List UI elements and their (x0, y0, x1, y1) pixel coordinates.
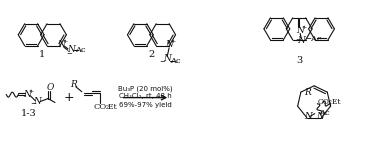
Text: −: − (30, 102, 36, 107)
Text: N: N (165, 40, 173, 49)
Text: N: N (57, 40, 65, 49)
Text: CH₂Cl₂, rt, 48 h: CH₂Cl₂, rt, 48 h (119, 93, 172, 99)
Text: R: R (304, 88, 311, 97)
Text: +: + (62, 39, 68, 44)
Text: 1: 1 (39, 50, 45, 59)
Text: 2: 2 (149, 50, 155, 59)
Text: 1-3: 1-3 (20, 109, 36, 118)
Text: N: N (33, 97, 41, 106)
Text: 3: 3 (296, 56, 302, 65)
Text: −: − (66, 51, 72, 57)
Text: O: O (46, 83, 54, 92)
Text: −: − (159, 59, 165, 65)
Text: N: N (297, 36, 305, 45)
Text: Ac: Ac (76, 46, 86, 54)
Text: +: + (64, 91, 74, 104)
Text: Ac: Ac (319, 109, 329, 117)
Text: N: N (316, 112, 324, 121)
Text: Bu₃P (20 mol%): Bu₃P (20 mol%) (118, 86, 173, 92)
Text: N: N (67, 45, 75, 54)
Text: N: N (23, 90, 31, 99)
Text: −: − (295, 37, 301, 43)
Text: CO: CO (93, 103, 106, 111)
Text: +: + (29, 89, 34, 94)
Text: +: + (170, 39, 176, 44)
Text: N: N (163, 54, 171, 63)
Text: N: N (296, 26, 304, 35)
Text: +: + (302, 25, 307, 30)
Text: −Ac: −Ac (304, 35, 322, 43)
Text: CO₂Et: CO₂Et (318, 98, 341, 106)
Text: N: N (304, 112, 312, 121)
Text: Ac: Ac (170, 57, 180, 65)
Text: 69%-97% yield: 69%-97% yield (119, 102, 172, 108)
Text: ₂Et: ₂Et (105, 103, 117, 111)
Text: R: R (70, 80, 77, 89)
